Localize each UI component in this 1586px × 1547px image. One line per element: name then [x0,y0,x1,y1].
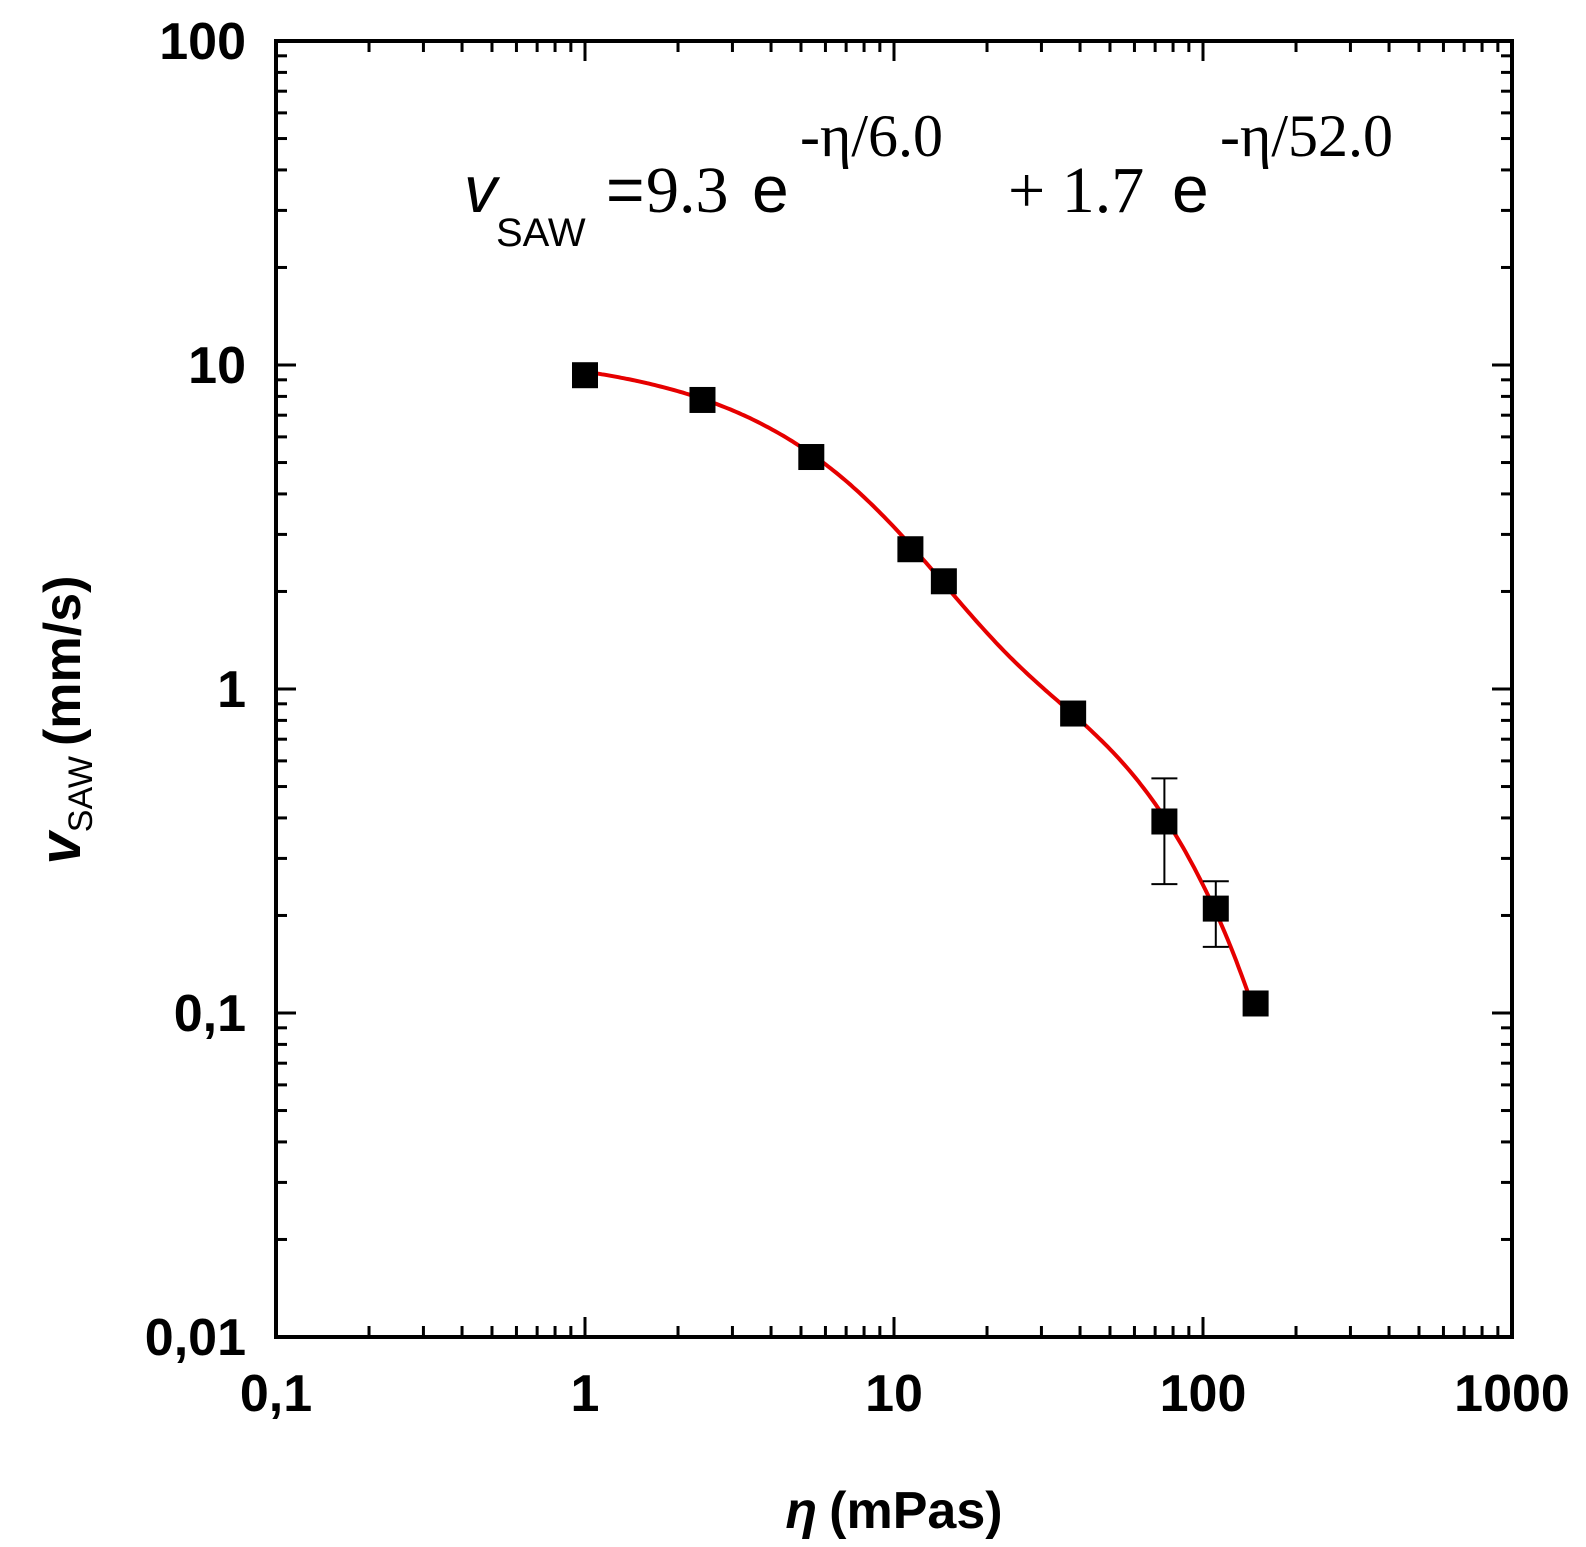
fit-curve-group [584,369,1258,1016]
equation-coef1: 9.3 [646,154,729,227]
y-axis-subscript: SAW [62,756,100,832]
data-point [798,444,825,471]
y-tick-label: 0,01 [145,1309,246,1367]
data-point [897,536,924,563]
x-axis-unit: (mPas) [829,1482,1002,1540]
data-point [1060,700,1087,727]
data-point [1202,895,1229,922]
data-point [1151,808,1178,835]
equation-e2: e [1172,152,1209,226]
y-tick-label: 100 [159,13,246,71]
y-tick-label: 1 [217,661,246,719]
x-axis-symbol: η [785,1482,817,1540]
equation-e1: e [752,152,789,226]
x-tick-label: 10 [865,1365,923,1423]
y-tick-label: 10 [188,337,246,395]
equation-exponent2: -η/52.0 [1220,103,1393,169]
data-point [930,568,957,595]
data-point [572,362,598,389]
x-tick-label: 1000 [1454,1365,1570,1423]
x-tick-label: 100 [1160,1365,1247,1423]
plot-frame [274,39,1514,1339]
data-point [689,386,716,413]
fit-curve [584,369,1258,1016]
y-axis-symbol: v [28,829,93,864]
y-axis-unit: (mm/s) [34,576,92,746]
equation-plus-coef2: + 1.7 [1008,154,1144,227]
equation-exponent1: -η/6.0 [800,103,943,169]
data-point [1242,990,1269,1017]
y-tick-label: 0,1 [174,985,246,1043]
x-tick-label: 1 [571,1365,600,1423]
x-tick-label: 0,1 [240,1365,312,1423]
equation-subscript: SAW [496,211,586,255]
equation-equals: = [606,152,645,226]
fit-equation: v SAW = 9.3 e -η/6.0 + 1.7 e -η/52.0 [464,103,1393,255]
y-axis-title: vSAW (mm/s) [28,576,100,865]
x-axis-title: η (mPas) [785,1482,1002,1540]
equation-symbol: v [464,152,501,226]
data-points [572,362,1269,1017]
axis-ticks [274,39,1514,1339]
